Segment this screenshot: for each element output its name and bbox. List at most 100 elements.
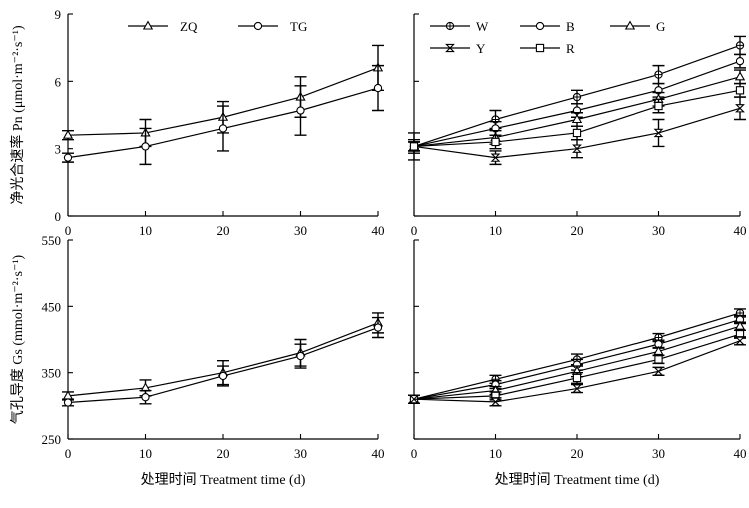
x-tick-label: 10 xyxy=(139,223,152,238)
data-point xyxy=(653,345,664,355)
legend-label: W xyxy=(476,19,489,34)
panel-pn-light: 0 10 20 30 40 W B G Y R xyxy=(408,13,747,238)
data-point xyxy=(654,333,663,342)
legend-label: ZQ xyxy=(180,19,198,34)
x-tick-label: 0 xyxy=(411,223,418,238)
data-point xyxy=(490,153,501,162)
x-tick-label: 20 xyxy=(571,223,584,238)
y-tick-label: 550 xyxy=(42,233,62,248)
x-tick-label: 10 xyxy=(489,223,502,238)
series-TG xyxy=(62,64,384,166)
legend-item-Y: Y xyxy=(430,41,486,56)
legend: W B G Y R xyxy=(430,19,665,56)
x-tick-label: 0 xyxy=(65,223,72,238)
legend-label: B xyxy=(566,19,575,34)
data-point xyxy=(735,336,745,345)
data-point xyxy=(409,142,419,151)
legend-item-TG: TG xyxy=(238,19,307,34)
data-point xyxy=(571,113,583,124)
legend-marker xyxy=(142,20,154,30)
x-tick-label: 30 xyxy=(652,446,665,461)
legend-label: G xyxy=(656,19,665,34)
data-point xyxy=(63,153,73,162)
data-point xyxy=(572,92,582,102)
y-axis-label: 气孔导度 Gs (mmol·m⁻²·s⁻¹) xyxy=(10,254,26,424)
x-tick-label: 40 xyxy=(372,223,385,238)
x-tick-label: 20 xyxy=(217,223,230,238)
data-point xyxy=(491,137,500,147)
x-tick-label: 0 xyxy=(411,446,418,461)
data-point xyxy=(654,101,663,111)
y-tick-label: 9 xyxy=(55,7,62,22)
x-tick-label: 0 xyxy=(65,446,72,461)
data-point xyxy=(653,128,664,138)
series-Y xyxy=(408,336,746,407)
data-point xyxy=(654,355,663,364)
x-tick-label: 20 xyxy=(571,446,584,461)
data-point xyxy=(141,142,150,151)
y-tick-label: 3 xyxy=(55,142,62,157)
legend-item-B: B xyxy=(520,19,575,34)
data-point xyxy=(653,367,664,376)
data-point xyxy=(735,86,745,95)
series-R xyxy=(408,82,746,152)
data-point xyxy=(218,124,228,133)
x-tick-label: 30 xyxy=(294,223,307,238)
legend-marker xyxy=(253,21,263,31)
data-point xyxy=(490,397,501,407)
x-tick-label: 40 xyxy=(372,446,385,461)
legend-item-W: W xyxy=(430,19,489,34)
x-tick-label: 30 xyxy=(294,446,307,461)
legend-item-G: G xyxy=(610,19,665,34)
x-axis-label: 处理时间 Treatment time (d) xyxy=(495,472,660,488)
legend-label: R xyxy=(566,41,575,56)
data-point xyxy=(373,323,383,332)
legend-item-R: R xyxy=(520,41,575,56)
y-tick-label: 350 xyxy=(42,366,62,381)
series-ZQ xyxy=(62,312,384,401)
series-TG xyxy=(62,316,384,407)
y-tick-label: 250 xyxy=(42,432,62,447)
x-tick-label: 40 xyxy=(734,446,747,461)
data-point xyxy=(63,398,73,407)
data-point xyxy=(373,83,383,93)
data-point xyxy=(218,371,228,381)
data-point xyxy=(654,70,663,79)
data-point xyxy=(572,373,582,383)
data-point xyxy=(572,128,582,138)
data-point xyxy=(296,106,305,115)
data-point xyxy=(62,129,74,139)
data-point xyxy=(735,104,745,113)
panel-gs-light: 0 10 20 30 40 处理时间 Treatment time (d) xyxy=(408,239,747,488)
x-tick-label: 40 xyxy=(734,223,747,238)
x-tick-label: 20 xyxy=(217,446,230,461)
y-tick-label: 0 xyxy=(55,209,62,224)
data-point xyxy=(409,395,419,404)
legend-marker xyxy=(445,43,455,53)
data-point xyxy=(735,56,745,66)
y-tick-label: 6 xyxy=(55,74,62,89)
y-tick-label: 450 xyxy=(42,299,62,314)
panel-pn-variety: 0 10 20 30 40 0 3 6 9 净光合速率 Pn (μmol·m⁻²·s⁻¹) ZQ TG xyxy=(9,7,385,238)
x-tick-label: 10 xyxy=(139,446,152,461)
legend-marker xyxy=(535,43,545,53)
legend-marker xyxy=(445,21,455,31)
data-point xyxy=(735,41,745,50)
legend-label: TG xyxy=(290,19,307,34)
legend-marker xyxy=(535,21,545,31)
x-axis-label: 处理时间 Treatment time (d) xyxy=(141,472,306,488)
x-tick-label: 30 xyxy=(652,223,665,238)
legend-marker xyxy=(624,20,636,30)
legend-label: Y xyxy=(476,41,486,56)
x-tick-label: 10 xyxy=(489,446,502,461)
data-point xyxy=(734,71,746,81)
data-point xyxy=(141,393,150,402)
panel-gs-variety: 0 10 20 30 40 250 350 450 550 气孔导度 Gs (mmol·m⁻²·s… xyxy=(10,233,385,488)
series-Y xyxy=(408,96,746,166)
data-point xyxy=(296,351,305,361)
legend-item-ZQ: ZQ xyxy=(128,19,198,34)
data-point xyxy=(572,384,582,393)
y-axis-label: 净光合速率 Pn (μmol·m⁻²·s⁻¹) xyxy=(9,25,26,205)
legend: ZQ TG xyxy=(128,19,307,34)
